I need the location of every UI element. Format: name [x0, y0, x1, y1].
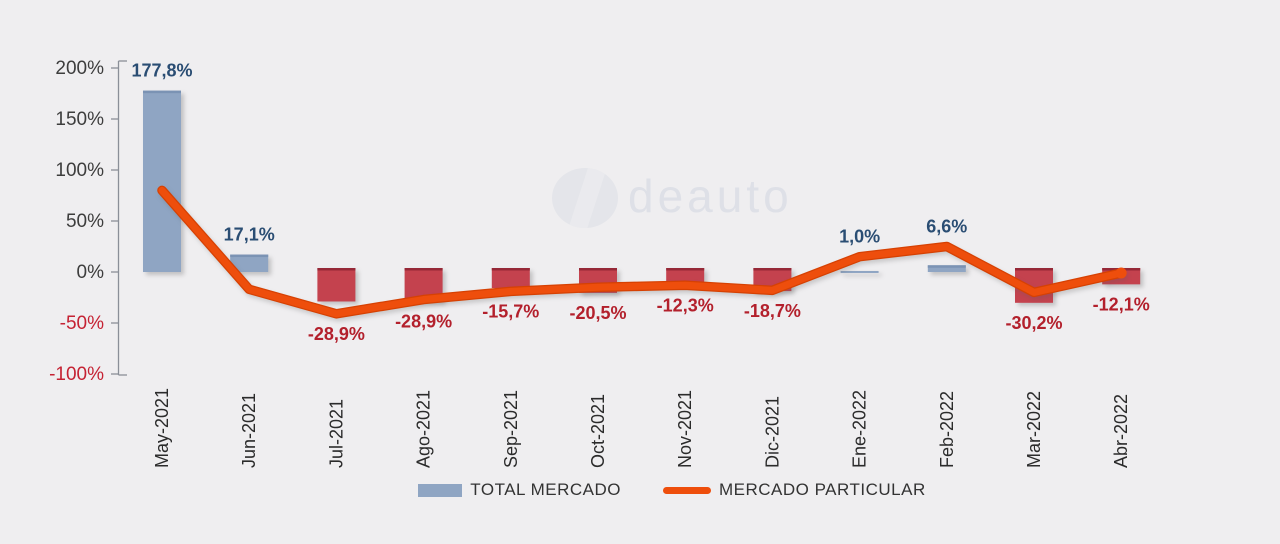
- y-axis-tick-label: -50%: [60, 313, 104, 334]
- bar: [666, 268, 705, 285]
- category-label: Ago-2021: [414, 390, 434, 468]
- chart-legend: TOTAL MERCADO MERCADO PARTICULAR: [0, 480, 1280, 500]
- bar: [143, 90, 181, 272]
- y-axis-tick-label: 150%: [55, 109, 104, 130]
- trend-line: [158, 186, 1125, 318]
- category-label: Dic-2021: [762, 396, 782, 468]
- legend-item-mercado-particular: MERCADO PARTICULAR: [662, 480, 926, 500]
- bar-value-label: -12,3%: [657, 295, 714, 315]
- bar-value-label: -12,1%: [1093, 294, 1150, 314]
- legend-line-swatch-icon: [662, 486, 711, 494]
- bar-value-label: -28,9%: [395, 311, 452, 331]
- category-label: Mar-2022: [1024, 391, 1044, 468]
- bar-value-label: -20,5%: [569, 303, 626, 323]
- y-axis-tick-label: 100%: [55, 160, 104, 181]
- bar-top-edge: [927, 265, 966, 268]
- bar-top-edge: [491, 268, 530, 271]
- category-label: Jul-2021: [326, 399, 346, 468]
- bar-top-edge: [666, 268, 705, 271]
- trend-line-endpoint: [1115, 267, 1127, 279]
- bar-value-label: -18,7%: [744, 301, 801, 321]
- bar-value-label: 177,8%: [131, 61, 192, 81]
- category-label: Nov-2021: [675, 390, 695, 468]
- trend-line-shadow: [157, 185, 1126, 319]
- category-label: Feb-2022: [937, 391, 957, 468]
- category-label: Sep-2021: [501, 390, 521, 468]
- bar-top-edge: [317, 268, 356, 271]
- bar-value-label: 6,6%: [926, 217, 967, 237]
- category-label: Jun-2021: [239, 393, 259, 468]
- bar-top-edge: [579, 268, 617, 271]
- bar-top-edge: [753, 268, 792, 271]
- bar: [840, 270, 879, 273]
- bar: [317, 268, 356, 302]
- bar-top-edge: [143, 90, 181, 94]
- bar-value-label: -15,7%: [482, 301, 539, 321]
- y-axis-tick-label: 0%: [77, 262, 105, 283]
- bar-value-label: 1,0%: [839, 227, 880, 247]
- category-label: Oct-2021: [588, 394, 608, 468]
- bar-top-edge: [1015, 268, 1053, 271]
- bar-value-label: -30,2%: [1005, 313, 1062, 333]
- bar: [491, 268, 530, 289]
- bar: [927, 265, 966, 272]
- bar-top-edge: [230, 254, 269, 258]
- bar: [230, 254, 269, 272]
- bar-top-edge: [404, 268, 443, 271]
- bar-value-label: 17,1%: [224, 225, 275, 245]
- category-label: May-2021: [152, 388, 172, 468]
- y-axis-tick-label: -100%: [49, 364, 104, 385]
- category-label: Ene-2022: [850, 390, 870, 468]
- legend-label: MERCADO PARTICULAR: [718, 480, 926, 499]
- bar-value-label: -28,9%: [308, 324, 365, 344]
- y-axis-tick-label: 50%: [66, 211, 104, 232]
- legend-bar-swatch-icon: [418, 483, 463, 497]
- legend-label: TOTAL MERCADO: [470, 480, 621, 499]
- category-label: Abr-2022: [1111, 394, 1131, 468]
- y-axis-tick-label: 200%: [55, 58, 104, 79]
- legend-item-total-mercado: TOTAL MERCADO: [418, 480, 621, 500]
